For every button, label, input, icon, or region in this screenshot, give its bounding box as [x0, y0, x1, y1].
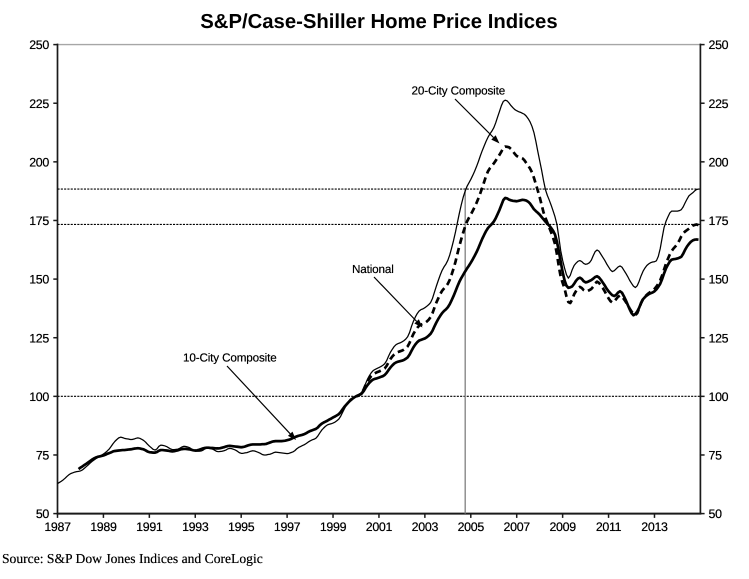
x-axis-label: 2011 — [596, 520, 622, 534]
y-axis-label-right: 175 — [709, 214, 729, 228]
y-axis-label-right: 250 — [709, 38, 729, 52]
y-axis-label-right: 50 — [709, 507, 723, 521]
x-axis-label: 1991 — [136, 520, 163, 534]
x-axis-label: 2001 — [366, 520, 393, 534]
axis-tick-labels: 50 50 75 75 100 100 125 125 150 150 175 175 200 200 22… — [29, 38, 729, 534]
x-axis-label: 1995 — [228, 520, 255, 534]
reference-lines — [57, 188, 701, 514]
y-axis-label-right: 150 — [709, 273, 729, 287]
annotation-arrowhead — [287, 431, 296, 440]
y-axis-label-right: 200 — [709, 155, 729, 169]
y-axis-label-left: 200 — [29, 155, 49, 169]
y-axis-label-left: 250 — [29, 38, 49, 52]
series-lines — [57, 99, 699, 485]
annotation-arrow-line — [226, 365, 291, 435]
x-axis-label: 2005 — [458, 520, 485, 534]
axis-ticks — [53, 43, 705, 518]
annotation-10-city-composite: 10-City Composite — [183, 352, 277, 365]
series-line-10-city-composite — [57, 99, 699, 485]
x-axis-label: 2009 — [549, 520, 576, 534]
annotation-national: National — [352, 263, 394, 276]
y-axis-label-left: 75 — [36, 449, 50, 463]
plot-frame — [56, 43, 702, 515]
annotation-arrowhead — [414, 319, 423, 328]
x-axis-label: 1993 — [182, 520, 209, 534]
x-axis-label: 1999 — [320, 520, 347, 534]
y-axis-label-left: 175 — [29, 214, 49, 228]
y-axis-label-right: 75 — [709, 449, 723, 463]
series-line-national — [77, 196, 699, 471]
annotation-20-city-composite: 20-City Composite — [412, 84, 506, 97]
y-axis-label-left: 50 — [36, 507, 50, 521]
y-axis-label-left: 225 — [29, 97, 49, 111]
y-axis-label-right: 225 — [709, 97, 729, 111]
annotation-arrowhead — [491, 135, 500, 144]
y-axis-label-right: 125 — [709, 331, 729, 345]
x-axis-label: 2013 — [641, 520, 668, 534]
x-axis-label: 1997 — [274, 520, 301, 534]
series-annotations: 20-City Composite National 10-City Composi… — [183, 84, 505, 440]
source-note: Source: S&P Dow Jones Indices and CoreLo… — [2, 551, 263, 566]
x-axis-label: 1989 — [90, 520, 117, 534]
x-axis-label: 2007 — [504, 520, 531, 534]
x-axis-label: 2003 — [412, 520, 439, 534]
annotation-arrow-line — [373, 276, 418, 322]
y-axis-label-right: 100 — [709, 390, 729, 404]
x-axis-label: 1987 — [44, 520, 71, 534]
y-axis-label-left: 100 — [29, 390, 49, 404]
y-axis-label-left: 150 — [29, 273, 49, 287]
annotation-arrow-line — [454, 98, 494, 138]
chart-title: S&P/Case-Shiller Home Price Indices — [200, 11, 557, 33]
y-axis-label-left: 125 — [29, 331, 49, 345]
